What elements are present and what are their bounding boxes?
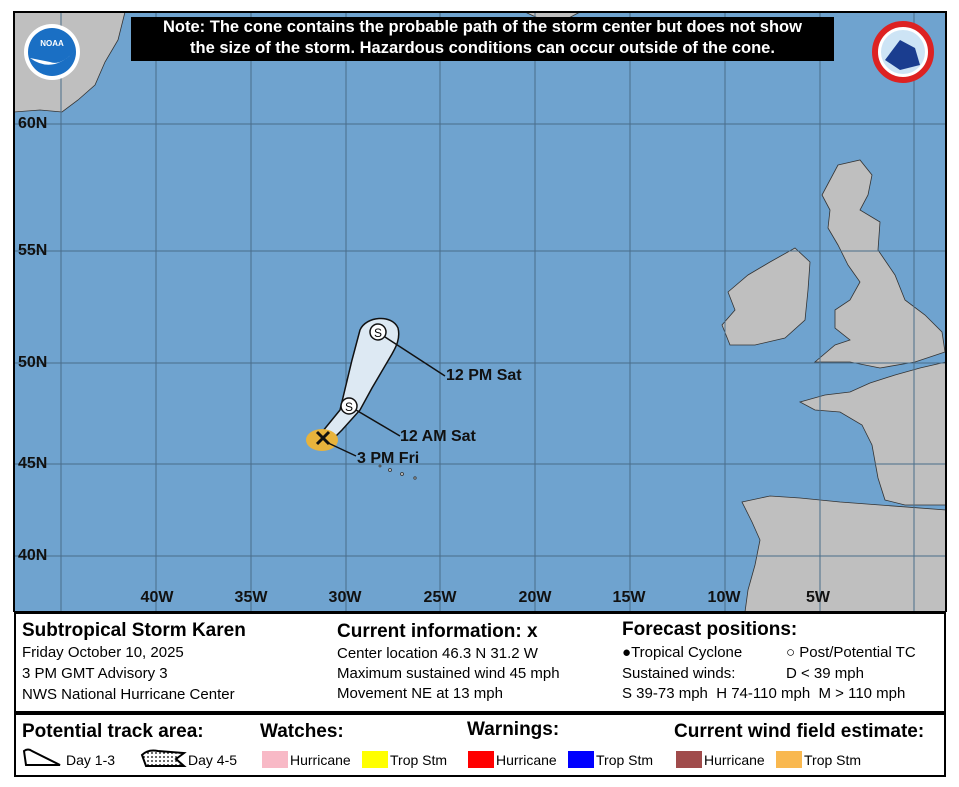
lon-label: 5W [806, 589, 830, 606]
hurricane-watch-swatch [262, 751, 288, 768]
tropstm-wind-label: Trop Stm [804, 752, 862, 768]
ireland [721, 247, 811, 346]
track-label: 12 PM Sat [446, 367, 522, 384]
day45-label: Day 4-5 [188, 752, 238, 768]
tc-label: Tropical Cyclone [631, 644, 743, 661]
lon-label: 10W [707, 589, 741, 606]
storm-symbol: S [345, 400, 353, 414]
storm-name: Subtropical Storm Karen [22, 620, 246, 641]
lon-label: 40W [140, 589, 174, 606]
current-title-text: Current information: [337, 621, 527, 642]
iberia [741, 495, 947, 612]
tropstm-watch-swatch [362, 751, 388, 768]
note-line: Note: The cone contains the probable pat… [163, 18, 802, 36]
france [798, 361, 947, 506]
track-label: 3 PM Fri [357, 450, 420, 467]
hurricane-wind-swatch [676, 751, 702, 768]
tropstm-wind-swatch [776, 751, 802, 768]
day13-cone-icon [22, 748, 61, 766]
legend-panel: Potential track area: Day 1-3 Day 4-5 Wa… [14, 713, 946, 777]
advisory-number: 3 PM GMT Advisory 3 [22, 665, 168, 682]
storm-symbol: S [374, 326, 382, 340]
center-location: Center location 46.3 N 31.2 W [337, 645, 538, 662]
current-info-title: Current information: x [337, 621, 538, 643]
track-label: 12 AM Sat [400, 428, 476, 445]
hurricane-watch-label: Hurricane [290, 752, 351, 768]
current-position-x-icon[interactable] [315, 430, 331, 446]
day13-label: Day 1-3 [66, 752, 116, 768]
warnings-title: Warnings: [467, 719, 560, 740]
label-leaders [325, 336, 446, 457]
ptc-label: Post/Potential TC [799, 644, 916, 661]
watches-title: Watches: [260, 721, 344, 742]
max-wind: Maximum sustained wind 45 mph [337, 665, 560, 682]
day45-cone-icon [140, 749, 187, 767]
lat-label: 60N [18, 115, 48, 132]
forecast-title: Forecast positions: [622, 619, 798, 640]
storm-info-panel: Subtropical Storm Karen Friday October 1… [14, 612, 946, 713]
tropstm-warning-label: Trop Stm [596, 752, 654, 768]
wind-field-title: Current wind field estimate: [674, 721, 925, 742]
graticule [14, 12, 946, 612]
lon-label: 35W [234, 589, 268, 606]
noaa-logo: NOAA [24, 24, 80, 80]
lon-label: 25W [423, 589, 457, 606]
hurricane-warning-swatch [468, 751, 494, 768]
svg-text:NOAA: NOAA [40, 39, 64, 48]
hurricane-warning-label: Hurricane [496, 752, 557, 768]
tropstm-warning-swatch [568, 751, 594, 768]
advisory-date: Friday October 10, 2025 [22, 644, 184, 661]
great-britain [813, 159, 946, 369]
land [13, 11, 947, 612]
tropstm-watch-label: Trop Stm [390, 752, 448, 768]
depression-scale: D < 39 mph [786, 665, 864, 682]
movement: Movement NE at 13 mph [337, 685, 503, 702]
filled-circle-icon: ● [622, 644, 632, 661]
x-icon: x [527, 621, 538, 642]
note-line: the size of the storm. Hazardous conditi… [190, 39, 775, 57]
lat-label: 55N [18, 242, 48, 259]
track-area-title: Potential track area: [22, 721, 204, 742]
lat-label: 50N [18, 354, 48, 371]
issuing-center: NWS National Hurricane Center [22, 686, 235, 703]
lon-label: 20W [518, 589, 552, 606]
sustained-winds: Sustained winds: [622, 665, 736, 682]
nws-logo [872, 21, 934, 83]
map[interactable]: S S NOAA [0, 0, 959, 612]
forecast-cone [316, 317, 400, 443]
lat-label: 40N [18, 547, 48, 564]
forecast-point-12am-sat[interactable]: S [340, 397, 358, 415]
lat-label: 45N [18, 455, 48, 472]
open-circle-icon: ○ [786, 644, 800, 661]
forecast-point-12pm-sat[interactable]: S [369, 323, 387, 341]
lon-label: 15W [612, 589, 646, 606]
hurricane-wind-label: Hurricane [704, 752, 765, 768]
intensity-scale: S 39-73 mph H 74-110 mph M > 110 mph [622, 685, 906, 702]
cone-disclaimer: Note: The cone contains the probable pat… [131, 17, 834, 61]
lon-label: 30W [328, 589, 362, 606]
